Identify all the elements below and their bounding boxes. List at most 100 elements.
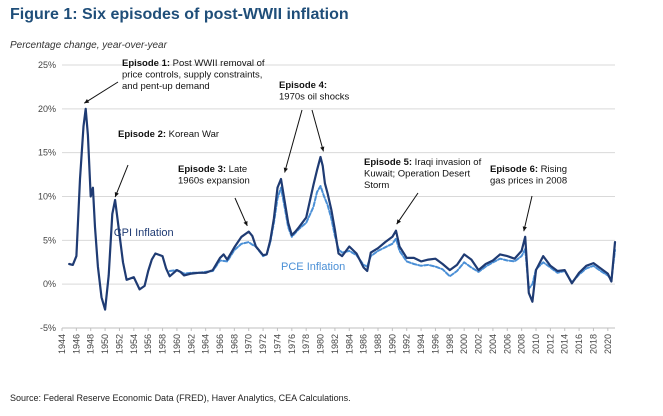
annotation-line: gas prices in 2008 <box>490 176 567 187</box>
pce-series-label: PCE Inflation <box>281 261 345 273</box>
arrow-head <box>320 146 325 152</box>
x-tick-label: 2016 <box>574 334 584 354</box>
annotation-line: 1960s expansion <box>178 176 250 187</box>
annotation-line: and pent-up demand <box>122 81 210 92</box>
inflation-line-chart: 25% 20% 15% 10% 5% 0% -5%1944 1946 1948 1950 1952 1… <box>38 58 617 354</box>
y-tick-label: 15% <box>38 148 56 158</box>
x-tick-label: 1996 <box>430 334 440 354</box>
axes: 25% 20% 15% 10% 5% 0% -5%1944 1946 1948 1950 1952 1… <box>38 60 615 354</box>
x-tick-label: 1986 <box>359 334 369 354</box>
annotation-line: Episode 2: Korean War <box>118 129 219 140</box>
x-tick-label: 2012 <box>545 334 555 354</box>
annotation-line: Storm <box>364 180 389 191</box>
annotation-heading: Episode 2: <box>118 129 166 140</box>
x-tick-label: 2002 <box>474 334 484 354</box>
y-tick-label: 25% <box>38 60 56 70</box>
x-tick-label: 1984 <box>344 334 354 354</box>
annotation-line: 1970s oil shocks <box>279 92 349 103</box>
annotation-heading: Episode 5: <box>364 157 412 168</box>
x-tick-label: 2008 <box>517 334 527 354</box>
annotation-episode-2: Episode 2: Korean War <box>114 129 219 198</box>
x-tick-label: 1948 <box>86 334 96 354</box>
x-tick-label: 2014 <box>560 334 570 354</box>
annotation-heading: Episode 4: <box>279 80 327 91</box>
annotation-line: Episode 4: <box>279 80 327 91</box>
x-tick-label: 1970 <box>244 334 254 354</box>
y-tick-label: 0% <box>43 279 56 289</box>
series-lines <box>68 107 617 311</box>
annotation-text: Rising <box>538 164 567 175</box>
x-tick-label: 1994 <box>416 334 426 354</box>
x-tick-label: 1988 <box>373 334 383 354</box>
annotation-arrow <box>396 192 419 225</box>
x-tick-label: 2010 <box>531 334 541 354</box>
x-tick-label: 2006 <box>502 334 512 354</box>
x-tick-label: 1954 <box>129 334 139 354</box>
x-tick-label: 1964 <box>201 334 211 354</box>
x-tick-label: 2000 <box>459 334 469 354</box>
x-tick-label: 1972 <box>258 334 268 354</box>
x-tick-label: 1980 <box>316 334 326 354</box>
series-labels: CPI Inflation PCE Inflation <box>114 227 346 273</box>
source-note: Source: Federal Reserve Economic Data (F… <box>10 393 351 403</box>
x-tick-label: 1990 <box>387 334 397 354</box>
arrow-head <box>243 220 248 226</box>
x-tick-label: 1992 <box>402 334 412 354</box>
annotation-arrow <box>523 195 533 232</box>
annotation-line: Kuwait; Operation Desert <box>364 169 470 180</box>
x-tick-label: 1962 <box>186 334 196 354</box>
arrow-head <box>522 226 527 232</box>
x-tick-label: 1946 <box>71 334 81 354</box>
annotation-text: Late <box>226 164 247 175</box>
arrow-head <box>84 98 90 104</box>
x-tick-label: 1966 <box>215 334 225 354</box>
x-tick-label: 1944 <box>57 334 67 354</box>
y-tick-label: 10% <box>38 192 56 202</box>
x-tick-label: 1958 <box>158 334 168 354</box>
cpi-line <box>68 107 617 311</box>
x-tick-label: 2004 <box>488 334 498 354</box>
annotation-line: price controls, supply constraints, <box>122 70 262 81</box>
annotation-line: Episode 5: Iraqi invasion of <box>364 157 482 168</box>
x-tick-label: 2020 <box>603 334 613 354</box>
annotation-text: Iraqi invasion of <box>412 157 482 168</box>
y-tick-label: 5% <box>43 235 56 245</box>
annotation-heading: Episode 6: <box>490 164 538 175</box>
x-tick-label: 1956 <box>143 334 153 354</box>
x-tick-label: 1976 <box>287 334 297 354</box>
annotation-arrow <box>284 109 303 173</box>
annotation-arrow <box>311 109 324 152</box>
arrow-head <box>114 192 119 198</box>
annotation-heading: Episode 1: <box>122 58 170 69</box>
annotation-arrow <box>234 197 248 227</box>
x-tick-label: 1974 <box>272 334 282 354</box>
x-tick-label: 2018 <box>588 334 598 354</box>
annotation-arrow <box>114 164 129 198</box>
arrow-head <box>396 219 402 225</box>
x-tick-label: 1960 <box>172 334 182 354</box>
arrow-head <box>283 167 288 173</box>
annotation-heading: Episode 3: <box>178 164 226 175</box>
y-tick-label: 20% <box>38 104 56 114</box>
annotation-episode-4: Episode 4:1970s oil shocks <box>279 80 349 173</box>
figure-subtitle: Percentage change, year-over-year <box>10 40 167 51</box>
x-tick-label: 1998 <box>445 334 455 354</box>
annotation-line: Episode 3: Late <box>178 164 247 175</box>
x-tick-label: 1982 <box>330 334 340 354</box>
annotation-text: Post WWII removal of <box>170 58 265 69</box>
cpi-series-label: CPI Inflation <box>114 227 174 239</box>
annotation-text: Korean War <box>166 129 219 140</box>
x-tick-label: 1978 <box>301 334 311 354</box>
x-tick-label: 1952 <box>114 334 124 354</box>
annotation-line: Episode 6: Rising <box>490 164 567 175</box>
y-tick-label: -5% <box>40 323 56 333</box>
x-tick-label: 1950 <box>100 334 110 354</box>
annotation-arrow <box>83 81 119 104</box>
x-tick-label: 1968 <box>229 334 239 354</box>
annotation-line: Episode 1: Post WWII removal of <box>122 58 265 69</box>
